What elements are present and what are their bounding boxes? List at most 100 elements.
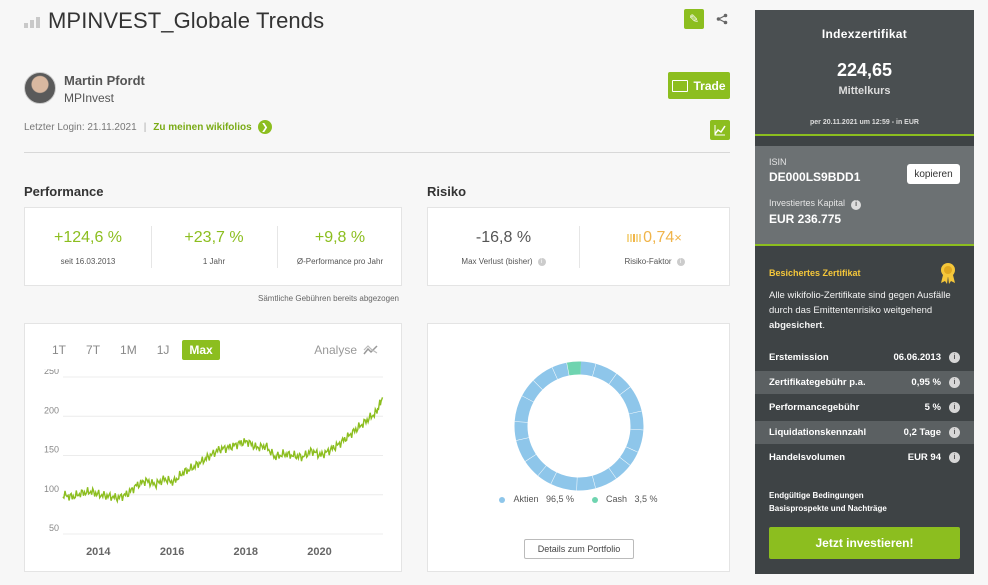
info-icon[interactable]: i — [949, 352, 960, 363]
tab-max[interactable]: Max — [182, 340, 220, 360]
donut-slice-aktien[interactable] — [619, 387, 642, 415]
x-tick-label: 2020 — [307, 546, 331, 558]
portfolio-details-button[interactable]: Details zum Portfolio — [524, 539, 634, 559]
kpi-label-row: Max Verlust (bisher) i — [428, 257, 579, 266]
risk-factor-value: 0,74 — [643, 229, 675, 246]
kpi-since-start: +124,6 % seit 16.03.2013 — [25, 229, 151, 266]
legend-value: 96,5 % — [545, 494, 574, 504]
separator: | — [143, 121, 147, 133]
donut-slice-aktien[interactable] — [625, 429, 644, 453]
portfolio-donut-chart[interactable] — [428, 334, 731, 494]
donut-slice-aktien[interactable] — [550, 472, 578, 491]
donut-slice-aktien[interactable] — [522, 380, 543, 402]
kpi-value: +124,6 % — [53, 229, 123, 246]
donut-slice-aktien[interactable] — [608, 457, 630, 479]
donut-slice-aktien[interactable] — [552, 362, 570, 380]
fact-label: Handelsvolumen — [769, 452, 846, 463]
time-range-tabs: 1T 7T 1M 1J Max — [45, 340, 226, 360]
fact-value: 0,2 Tage — [903, 427, 941, 438]
legend-label: Cash — [606, 494, 628, 504]
trade-button[interactable]: Trade — [668, 72, 730, 99]
donut-slice-cash[interactable] — [566, 361, 582, 376]
donut-separator — [629, 410, 642, 415]
risk-card: -16,8 % Max Verlust (bisher) i 0,74× Risi… — [427, 207, 730, 286]
divider — [151, 226, 152, 268]
secured-text: Alle wikifolio-Zertifikate sind gegen Au… — [769, 288, 964, 333]
y-tick-label: 200 — [44, 405, 59, 415]
certificate-panel: Indexzertifikat 224,65 Mittelkurs per 20… — [755, 10, 974, 574]
chart-card: 1T 7T 1M 1J Max Analyse 250 200 150 100 50 2014 20… — [24, 323, 402, 572]
info-icon[interactable]: i — [949, 427, 960, 438]
share-button[interactable] — [713, 9, 731, 29]
isin-label: ISIN — [769, 157, 787, 167]
secured-text-main: Alle wikifolio-Zertifikate sind gegen Au… — [769, 290, 951, 316]
info-icon[interactable]: i — [949, 402, 960, 413]
certificate-price: 224,65 — [836, 60, 893, 80]
y-tick-label: 100 — [44, 484, 59, 494]
performance-line-chart[interactable]: 250 200 150 100 50 2014 2016 2018 2020 — [25, 369, 401, 569]
x-tick-label: 2018 — [234, 546, 258, 558]
donut-slice-aktien[interactable] — [619, 446, 638, 466]
trader-name[interactable]: Martin Pfordt — [64, 73, 145, 88]
info-icon[interactable]: i — [851, 200, 862, 210]
secured-text-bold: abgesichert — [769, 320, 823, 331]
info-icon[interactable]: i — [949, 452, 960, 463]
pencil-icon: ✎ — [688, 12, 700, 26]
donut-slice-aktien[interactable] — [591, 467, 617, 489]
wikifolios-link[interactable]: Zu meinen wikifolios — [153, 121, 252, 133]
kpi-label: Max Verlust (bisher) — [461, 257, 533, 266]
last-login: Letzter Login: 21.11.2021 — [24, 121, 137, 133]
seal-badge-icon — [941, 263, 955, 284]
prospectus-link[interactable]: Basisprospekte und Nachträge — [769, 504, 887, 513]
tab-1j[interactable]: 1J — [156, 343, 170, 357]
donut-slice-aktien[interactable] — [516, 437, 537, 462]
analyse-button[interactable]: Analyse — [314, 343, 379, 357]
donut-slice-aktien[interactable] — [514, 421, 529, 441]
fee-note: Sämtliche Gebühren bereits abgezogen — [258, 294, 399, 303]
donut-slice-aktien[interactable] — [629, 411, 644, 431]
secured-text-end: . — [822, 320, 825, 331]
kpi-1-year: +23,7 % 1 Jahr — [151, 229, 277, 266]
fact-row: Erstemission 06.06.2013 i — [755, 346, 974, 369]
price-date: per 20.11.2021 um 12:59 - in EUR — [810, 119, 919, 126]
donut-slice-aktien[interactable] — [537, 465, 557, 484]
fact-row: Performancegebühr 5 % i — [755, 396, 974, 419]
donut-slice-aktien[interactable] — [525, 454, 547, 476]
share-icon — [716, 13, 728, 25]
donut-slice-aktien[interactable] — [533, 367, 558, 390]
trade-label: Trade — [693, 78, 726, 93]
tab-1t[interactable]: 1T — [52, 343, 67, 357]
invest-button[interactable]: Jetzt investieren! — [769, 527, 960, 559]
page-title: MPINVEST_Globale Trends — [48, 8, 325, 33]
info-icon[interactable]: i — [949, 377, 960, 388]
donut-slice-aktien[interactable] — [580, 361, 597, 377]
portfolio-legend: Aktien 96,5 % Cash 3,5 % — [428, 494, 729, 504]
tab-1m[interactable]: 1M — [120, 343, 137, 357]
y-tick-label: 50 — [49, 523, 59, 533]
price-label: Mittelkurs — [838, 85, 891, 97]
capital-label-row: Investiertes Kapital i — [769, 198, 862, 210]
avatar[interactable] — [24, 72, 56, 104]
tab-7t[interactable]: 7T — [86, 343, 101, 357]
info-icon[interactable]: i — [676, 257, 685, 266]
fact-row: Liquidationskennzahl 0,2 Tage i — [755, 421, 974, 444]
donut-separator — [608, 467, 617, 480]
copy-isin-button[interactable]: kopieren — [907, 164, 960, 184]
arrow-right-icon[interactable]: ❯ — [257, 120, 272, 134]
fact-value: EUR 94 — [907, 452, 941, 463]
series-line[interactable] — [62, 397, 384, 504]
portfolio-card: Aktien 96,5 % Cash 3,5 % Details zum Por… — [427, 323, 730, 572]
donut-slice-aktien[interactable] — [514, 395, 534, 423]
terms-link[interactable]: Endgültige Bedingungen — [769, 491, 864, 500]
risk-gauge-icon — [627, 233, 642, 242]
info-icon[interactable]: i — [537, 257, 546, 266]
legend-label: Aktien — [513, 494, 539, 504]
donut-slice-aktien[interactable] — [592, 363, 617, 385]
kpi-label: seit 16.03.2013 — [60, 257, 116, 266]
donut-slice-aktien[interactable] — [608, 373, 631, 396]
bar-chart-icon — [24, 14, 40, 28]
chart-trend-button[interactable] — [710, 120, 730, 140]
edit-button[interactable]: ✎ — [684, 9, 704, 29]
donut-slice-aktien[interactable] — [576, 475, 596, 491]
